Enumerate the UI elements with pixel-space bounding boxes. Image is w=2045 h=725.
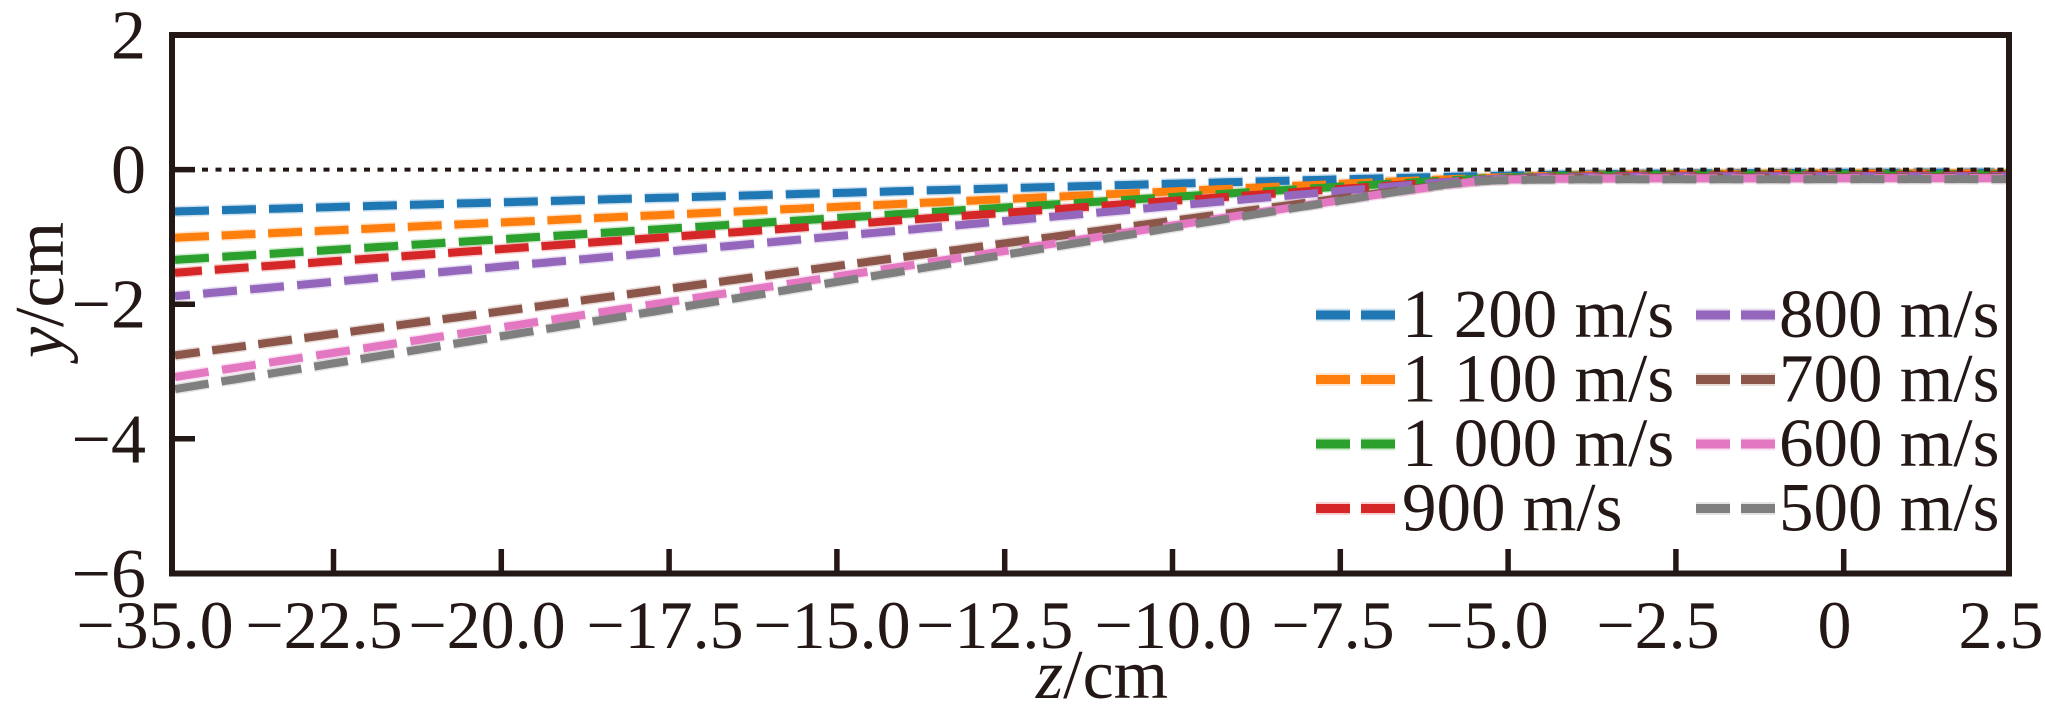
svg-text:500 m/s: 500 m/s	[1779, 470, 1999, 546]
svg-text:−6: −6	[72, 536, 146, 613]
svg-text:−15.0: −15.0	[753, 587, 910, 663]
svg-text:800 m/s: 800 m/s	[1779, 276, 1999, 352]
svg-text:1 200 m/s: 1 200 m/s	[1402, 276, 1674, 352]
svg-text:0: 0	[111, 132, 146, 209]
svg-text:y/cm: y/cm	[2, 222, 79, 364]
svg-text:1 000 m/s: 1 000 m/s	[1402, 405, 1674, 481]
svg-text:−7.5: −7.5	[1271, 587, 1394, 663]
svg-text:−22.5: −22.5	[245, 587, 402, 663]
svg-text:900 m/s: 900 m/s	[1402, 470, 1622, 546]
svg-text:−2.5: −2.5	[1596, 587, 1719, 663]
svg-text:−2: −2	[72, 267, 146, 344]
svg-text:700 m/s: 700 m/s	[1779, 341, 1999, 417]
svg-text:−12.5: −12.5	[916, 587, 1073, 663]
svg-text:0: 0	[1818, 587, 1852, 663]
svg-text:−10.0: −10.0	[1095, 587, 1252, 663]
svg-text:−17.5: −17.5	[586, 587, 743, 663]
svg-text:z/cm: z/cm	[1035, 637, 1168, 714]
svg-text:−35.0: −35.0	[76, 587, 233, 663]
svg-text:−20.0: −20.0	[408, 587, 565, 663]
svg-text:600 m/s: 600 m/s	[1779, 405, 1999, 481]
svg-text:2: 2	[111, 0, 146, 75]
svg-text:−5.0: −5.0	[1425, 587, 1548, 663]
svg-text:−4: −4	[72, 401, 146, 478]
svg-text:1 100 m/s: 1 100 m/s	[1402, 341, 1674, 417]
svg-text:2.5: 2.5	[1959, 587, 2044, 663]
